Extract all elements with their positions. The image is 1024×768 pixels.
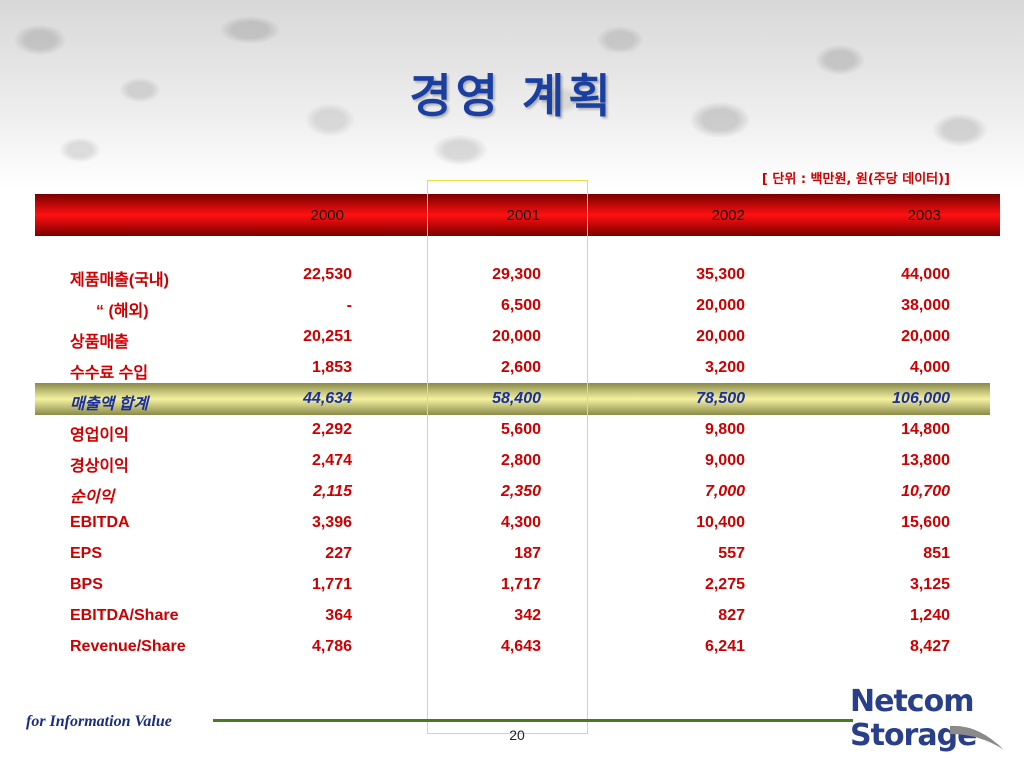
value-cell-2000: 364 — [325, 607, 352, 624]
value-cell-2001: 187 — [514, 545, 541, 562]
value-cell-2003: 8,427 — [909, 638, 950, 655]
value-cell-2001: 2,350 — [500, 483, 541, 500]
value-cell-2003: 15,600 — [901, 514, 950, 531]
year-header-2003: 2003 — [907, 207, 941, 224]
value-cell-2000: 2,474 — [311, 452, 352, 469]
row-label: 경상이익 — [70, 458, 129, 475]
value-cell-2003: 10,700 — [901, 483, 950, 500]
total-row-highlight — [35, 383, 990, 415]
value-cell-2002: 10,400 — [696, 514, 745, 531]
row-label: BPS — [70, 576, 103, 593]
unit-note: [ 단위 : 백만원, 원(주당 데이터)] — [761, 172, 950, 187]
value-cell-2000: 2,292 — [311, 421, 352, 438]
value-cell-2001: 6,500 — [500, 297, 541, 314]
value-cell-2002: 7,000 — [704, 483, 745, 500]
value-cell-2002: 827 — [718, 607, 745, 624]
row-label: 영업이익 — [70, 427, 129, 444]
background-texture — [0, 0, 1024, 190]
row-label: EBITDA/Share — [70, 607, 179, 624]
logo-line-2: Storage — [850, 718, 977, 753]
value-cell-2001: 58,400 — [492, 390, 541, 407]
value-cell-2000: 227 — [325, 545, 352, 562]
footer-tagline: for Information Value — [26, 713, 172, 730]
value-cell-2003: 44,000 — [901, 266, 950, 283]
column-2001-highlight-frame — [427, 180, 588, 734]
value-cell-2003: 1,240 — [909, 607, 950, 624]
value-cell-2001: 4,643 — [500, 638, 541, 655]
slide-title: 경영 계획 — [409, 69, 615, 123]
value-cell-2001: 1,717 — [500, 576, 541, 593]
year-header-2000: 2000 — [310, 207, 344, 224]
value-cell-2002: 20,000 — [696, 328, 745, 345]
value-cell-2002: 20,000 — [696, 297, 745, 314]
value-cell-2003: 851 — [923, 545, 950, 562]
year-header-2001: 2001 — [506, 207, 540, 224]
value-cell-2002: 3,200 — [704, 359, 745, 376]
value-cell-2002: 9,000 — [704, 452, 745, 469]
value-cell-2000: 22,530 — [303, 266, 352, 283]
value-cell-2002: 9,800 — [704, 421, 745, 438]
value-cell-2002: 35,300 — [696, 266, 745, 283]
value-cell-2000: 2,115 — [313, 483, 352, 500]
value-cell-2001: 342 — [514, 607, 541, 624]
value-cell-2000: - — [346, 297, 352, 314]
row-label: Revenue/Share — [70, 638, 186, 655]
value-cell-2003: 106,000 — [892, 390, 950, 407]
value-cell-2003: 4,000 — [909, 359, 950, 376]
value-cell-2000: 1,853 — [311, 359, 352, 376]
logo-swoosh-icon — [950, 725, 1004, 750]
row-label: 상품매출 — [70, 334, 129, 351]
value-cell-2002: 557 — [718, 545, 745, 562]
value-cell-2001: 5,600 — [500, 421, 541, 438]
value-cell-2001: 2,600 — [500, 359, 541, 376]
year-header-2002: 2002 — [711, 207, 745, 224]
value-cell-2000: 3,396 — [311, 514, 352, 531]
footer-divider — [213, 719, 853, 722]
value-cell-2000: 4,786 — [311, 638, 352, 655]
value-cell-2003: 13,800 — [901, 452, 950, 469]
logo-line-1: Netcom — [850, 684, 974, 719]
row-label: “ (해외) — [96, 303, 149, 320]
row-label: 순이익 — [70, 489, 115, 506]
value-cell-2002: 6,241 — [704, 638, 745, 655]
value-cell-2003: 38,000 — [901, 297, 950, 314]
row-label: EPS — [70, 545, 103, 562]
value-cell-2003: 20,000 — [901, 328, 950, 345]
value-cell-2002: 2,275 — [704, 576, 745, 593]
value-cell-2002: 78,500 — [696, 390, 745, 407]
row-label: 제품매출(국내) — [70, 272, 169, 289]
value-cell-2000: 1,771 — [311, 576, 352, 593]
row-label: 매출액 합계 — [70, 396, 149, 413]
value-cell-2001: 2,800 — [500, 452, 541, 469]
value-cell-2003: 14,800 — [901, 421, 950, 438]
row-label: EBITDA — [70, 514, 130, 531]
value-cell-2000: 20,251 — [303, 328, 352, 345]
value-cell-2001: 20,000 — [492, 328, 541, 345]
row-label: 수수료 수입 — [70, 365, 149, 382]
table-header-bar — [35, 194, 1000, 236]
value-cell-2001: 29,300 — [492, 266, 541, 283]
value-cell-2001: 4,300 — [500, 514, 541, 531]
page-number: 20 — [509, 727, 525, 743]
value-cell-2003: 3,125 — [909, 576, 950, 593]
company-logo: Netcom Storage — [848, 684, 1008, 756]
value-cell-2000: 44,634 — [303, 390, 352, 407]
